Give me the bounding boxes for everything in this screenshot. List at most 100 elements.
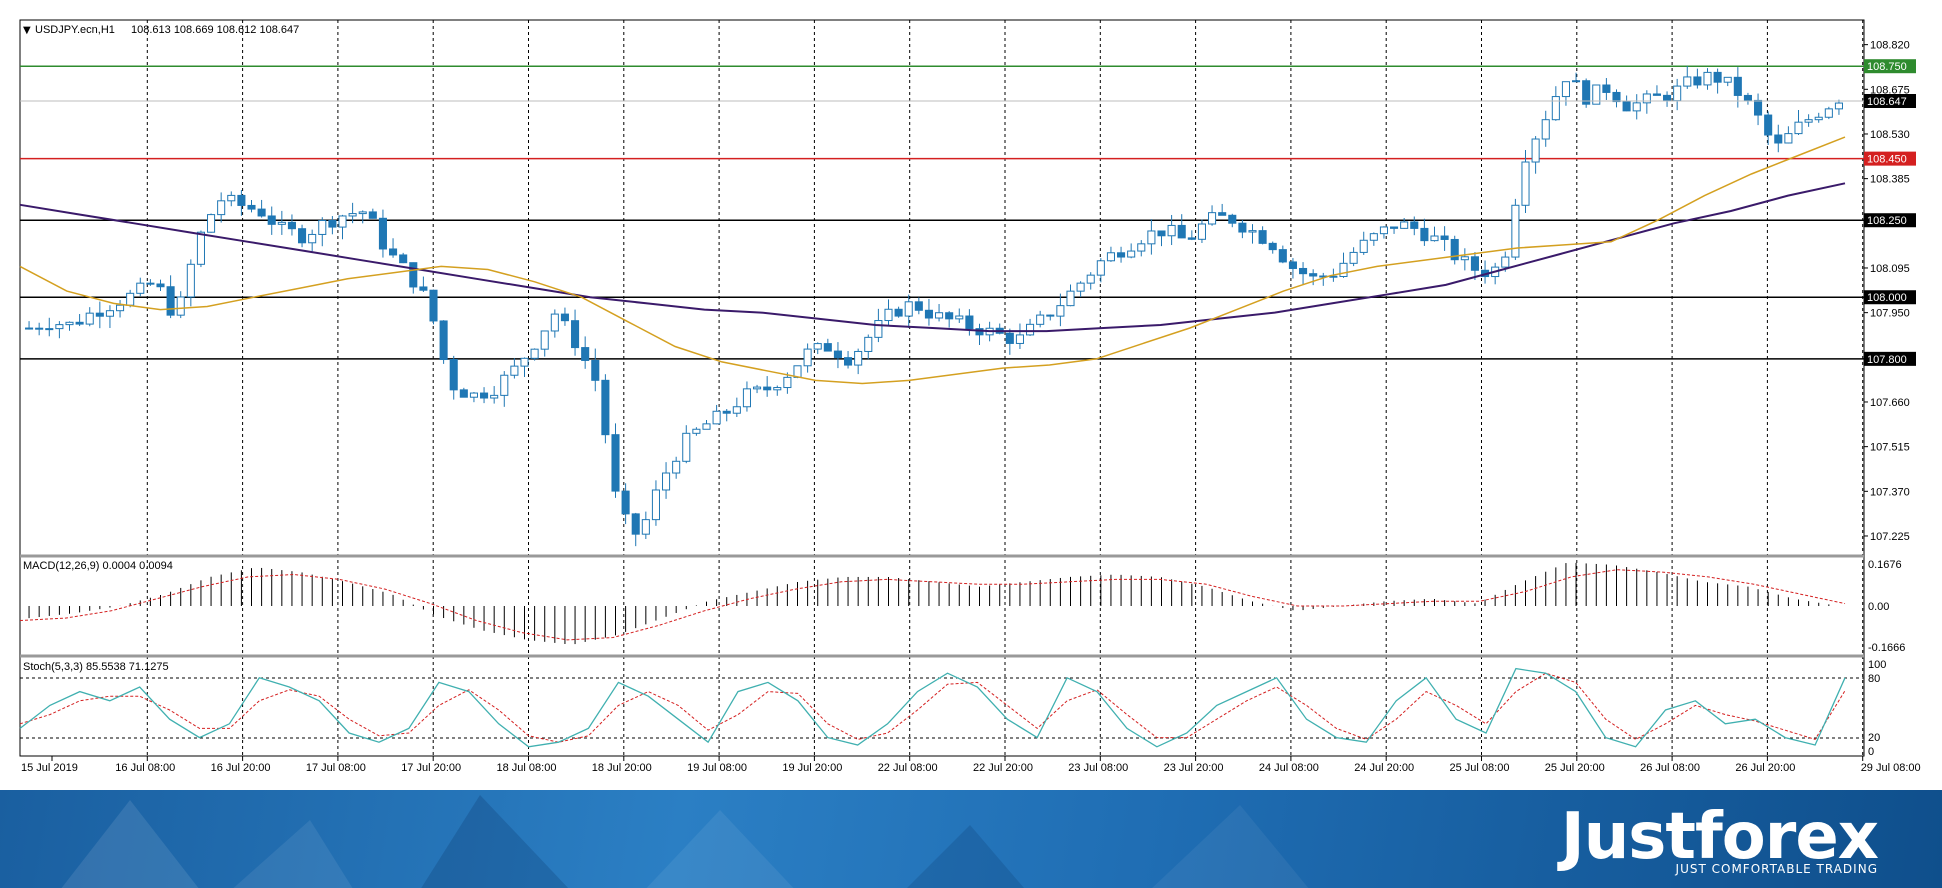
horizontal-levels[interactable]: 108.750 108.450 108.250 108.000 107.800 — [20, 59, 1916, 366]
candle-body — [1339, 262, 1348, 278]
candle-body — [1723, 76, 1732, 83]
candle-body — [1268, 242, 1277, 251]
stoch-label: Stoch(5,3,3) 85.5538 71.1275 — [23, 661, 169, 673]
decor-shape — [220, 820, 360, 888]
candle-body — [1228, 214, 1237, 224]
level-tag — [1864, 351, 1916, 366]
candle-body — [1147, 230, 1156, 245]
decor-shape — [420, 795, 570, 888]
candle-body — [672, 460, 681, 474]
fast-moving-average-line — [19, 136, 1846, 385]
candle-body — [1400, 221, 1409, 229]
time-label: 23 Jul 08:00 — [1068, 762, 1128, 774]
candle-body — [1592, 84, 1601, 105]
candle-body — [35, 327, 44, 330]
stoch-tick-100: 100 — [1868, 659, 1886, 671]
level-tag — [1864, 59, 1916, 74]
level-tag-label: 108.750 — [1867, 61, 1907, 73]
time-label: 24 Jul 20:00 — [1354, 762, 1414, 774]
candle-body — [217, 200, 226, 216]
candle-body — [823, 343, 832, 352]
candle-body — [1683, 76, 1692, 87]
level-tag — [1864, 213, 1916, 228]
candle-body — [136, 282, 145, 294]
candle-body — [783, 376, 792, 389]
candle-body — [409, 262, 418, 288]
candle-body — [1309, 273, 1318, 277]
candle-body — [348, 213, 357, 217]
candle-body — [45, 328, 54, 331]
candle-body — [1572, 80, 1581, 83]
candle-body — [1015, 334, 1024, 344]
candle-body — [732, 406, 741, 414]
candle-body — [1784, 133, 1793, 144]
candle-body — [1076, 282, 1085, 292]
macd-histogram — [28, 562, 1830, 645]
candle-body — [156, 283, 165, 288]
candle-body — [722, 410, 731, 414]
candle-body — [287, 221, 296, 230]
candle-body — [75, 321, 84, 325]
candle-body — [399, 254, 408, 264]
candle-body — [207, 214, 216, 233]
time-label: 18 Jul 20:00 — [592, 762, 652, 774]
candle-body — [1299, 267, 1308, 275]
candle-body — [1814, 116, 1823, 121]
price-tick-label: 107.225 — [1870, 531, 1910, 543]
time-label: 17 Jul 20:00 — [401, 762, 461, 774]
time-label: 23 Jul 20:00 — [1164, 762, 1224, 774]
stoch-signal-line — [19, 672, 1846, 743]
decor-shape — [640, 810, 800, 888]
price-tick-label: 108.385 — [1870, 174, 1910, 186]
time-label: 15 Jul 2019 — [21, 762, 78, 774]
candle-body — [1349, 251, 1358, 264]
candle-body — [965, 315, 974, 330]
candle-body — [227, 194, 236, 202]
price-tick-label: 107.370 — [1870, 486, 1910, 498]
candle-body — [1521, 161, 1530, 206]
candle-body — [1369, 233, 1378, 241]
candle-body — [429, 289, 438, 322]
time-label: 17 Jul 08:00 — [306, 762, 366, 774]
candle-body — [105, 310, 114, 317]
candle-body — [1642, 93, 1651, 104]
candle-body — [1470, 256, 1479, 271]
price-tick-label: 108.095 — [1870, 263, 1910, 275]
candle-body — [1632, 102, 1641, 112]
time-label: 19 Jul 08:00 — [687, 762, 747, 774]
menu-arrow-icon[interactable]: ▼ — [23, 25, 31, 36]
candle-body — [1187, 237, 1196, 240]
candle-body — [1824, 108, 1833, 118]
candle-body — [1743, 94, 1752, 101]
time-label: 16 Jul 08:00 — [115, 762, 175, 774]
candlesticks — [25, 65, 1843, 547]
candle-body — [621, 490, 630, 515]
candle-body — [338, 215, 347, 228]
candle-body — [1652, 93, 1661, 96]
brand-logo: Justforex — [1560, 800, 1879, 874]
candle-body — [1096, 260, 1105, 276]
candle-body — [833, 350, 842, 359]
price-chart[interactable]: 108.750 108.450 108.250 108.000 107.800 108.… — [0, 0, 1942, 790]
candle-body — [530, 348, 539, 359]
candle-body — [803, 348, 812, 367]
candle-body — [95, 312, 104, 317]
candle-body — [277, 221, 286, 225]
price-tick-label: 108.675 — [1870, 84, 1910, 96]
candle-body — [1804, 119, 1813, 123]
candle-body — [126, 292, 135, 306]
candle-body — [1794, 121, 1803, 135]
candle-body — [955, 315, 964, 320]
stoch-tick-20: 20 — [1868, 732, 1880, 744]
candle-body — [55, 324, 64, 330]
candle-body — [702, 423, 711, 430]
price-axis: 108.820 108.675 108.530 108.385 108.095 107.9… — [1864, 40, 1910, 543]
candle-body — [298, 228, 307, 244]
candle-body — [1774, 134, 1783, 144]
level-tag-label: 108.000 — [1867, 292, 1907, 304]
stoch-main-line — [19, 667, 1846, 748]
candle-body — [1834, 102, 1843, 110]
level-tag-label: 108.450 — [1867, 154, 1907, 166]
candle-body — [510, 365, 519, 376]
candle-body — [186, 263, 195, 298]
